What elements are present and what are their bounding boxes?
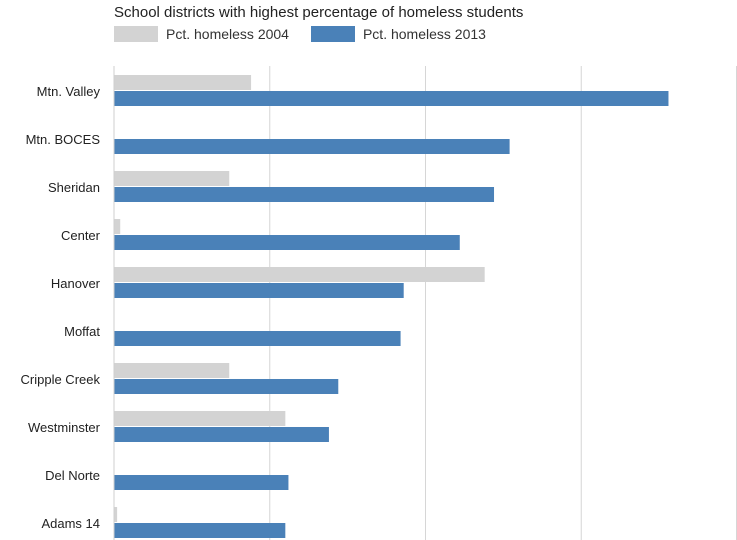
category-label: Del Norte xyxy=(45,468,100,483)
bar-2013 xyxy=(114,187,495,202)
bar-2013 xyxy=(114,523,286,538)
bar-2004 xyxy=(114,171,230,186)
category-label: Sheridan xyxy=(48,180,100,195)
legend: Pct. homeless 2004 Pct. homeless 2013 xyxy=(114,26,508,42)
bar-2013 xyxy=(114,235,460,250)
legend-label-2004: Pct. homeless 2004 xyxy=(166,26,289,42)
category-label: Center xyxy=(61,228,101,243)
legend-item-2013: Pct. homeless 2013 xyxy=(310,26,486,42)
category-label: Cripple Creek xyxy=(21,372,101,387)
bar-2004 xyxy=(114,411,286,426)
legend-swatch-2013 xyxy=(310,26,355,42)
bar-2013 xyxy=(114,91,669,106)
bar-2004 xyxy=(114,219,121,234)
category-label: Westminster xyxy=(28,420,101,435)
chart-title: School districts with highest percentage… xyxy=(114,4,524,21)
legend-label-2013: Pct. homeless 2013 xyxy=(362,26,486,42)
bar-2013 xyxy=(114,379,339,394)
legend-item-2004: Pct. homeless 2004 xyxy=(114,26,289,42)
bar-2004 xyxy=(114,363,230,378)
bar-2013 xyxy=(114,139,510,154)
category-label: Mtn. BOCES xyxy=(26,132,101,147)
legend-swatch-2004 xyxy=(114,26,158,42)
category-label: Hanover xyxy=(51,276,101,291)
bar-2004 xyxy=(114,267,485,282)
bar-2013 xyxy=(114,475,289,490)
category-label: Mtn. Valley xyxy=(37,84,101,99)
bar-2004 xyxy=(114,75,252,90)
bar-2004 xyxy=(114,507,118,522)
category-label: Adams 14 xyxy=(41,516,100,531)
bar-2013 xyxy=(114,427,329,442)
bar-2013 xyxy=(114,283,404,298)
bar-2013 xyxy=(114,331,401,346)
category-label: Moffat xyxy=(64,324,100,339)
